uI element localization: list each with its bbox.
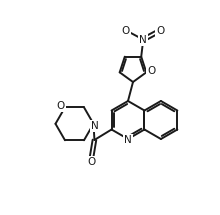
Text: N: N [124, 135, 132, 145]
Text: N: N [91, 121, 98, 131]
Text: O: O [147, 66, 156, 76]
Text: O: O [122, 26, 130, 36]
Text: O: O [57, 101, 65, 111]
Text: O: O [156, 26, 165, 36]
Text: O: O [88, 157, 96, 167]
Text: N: N [139, 35, 147, 45]
